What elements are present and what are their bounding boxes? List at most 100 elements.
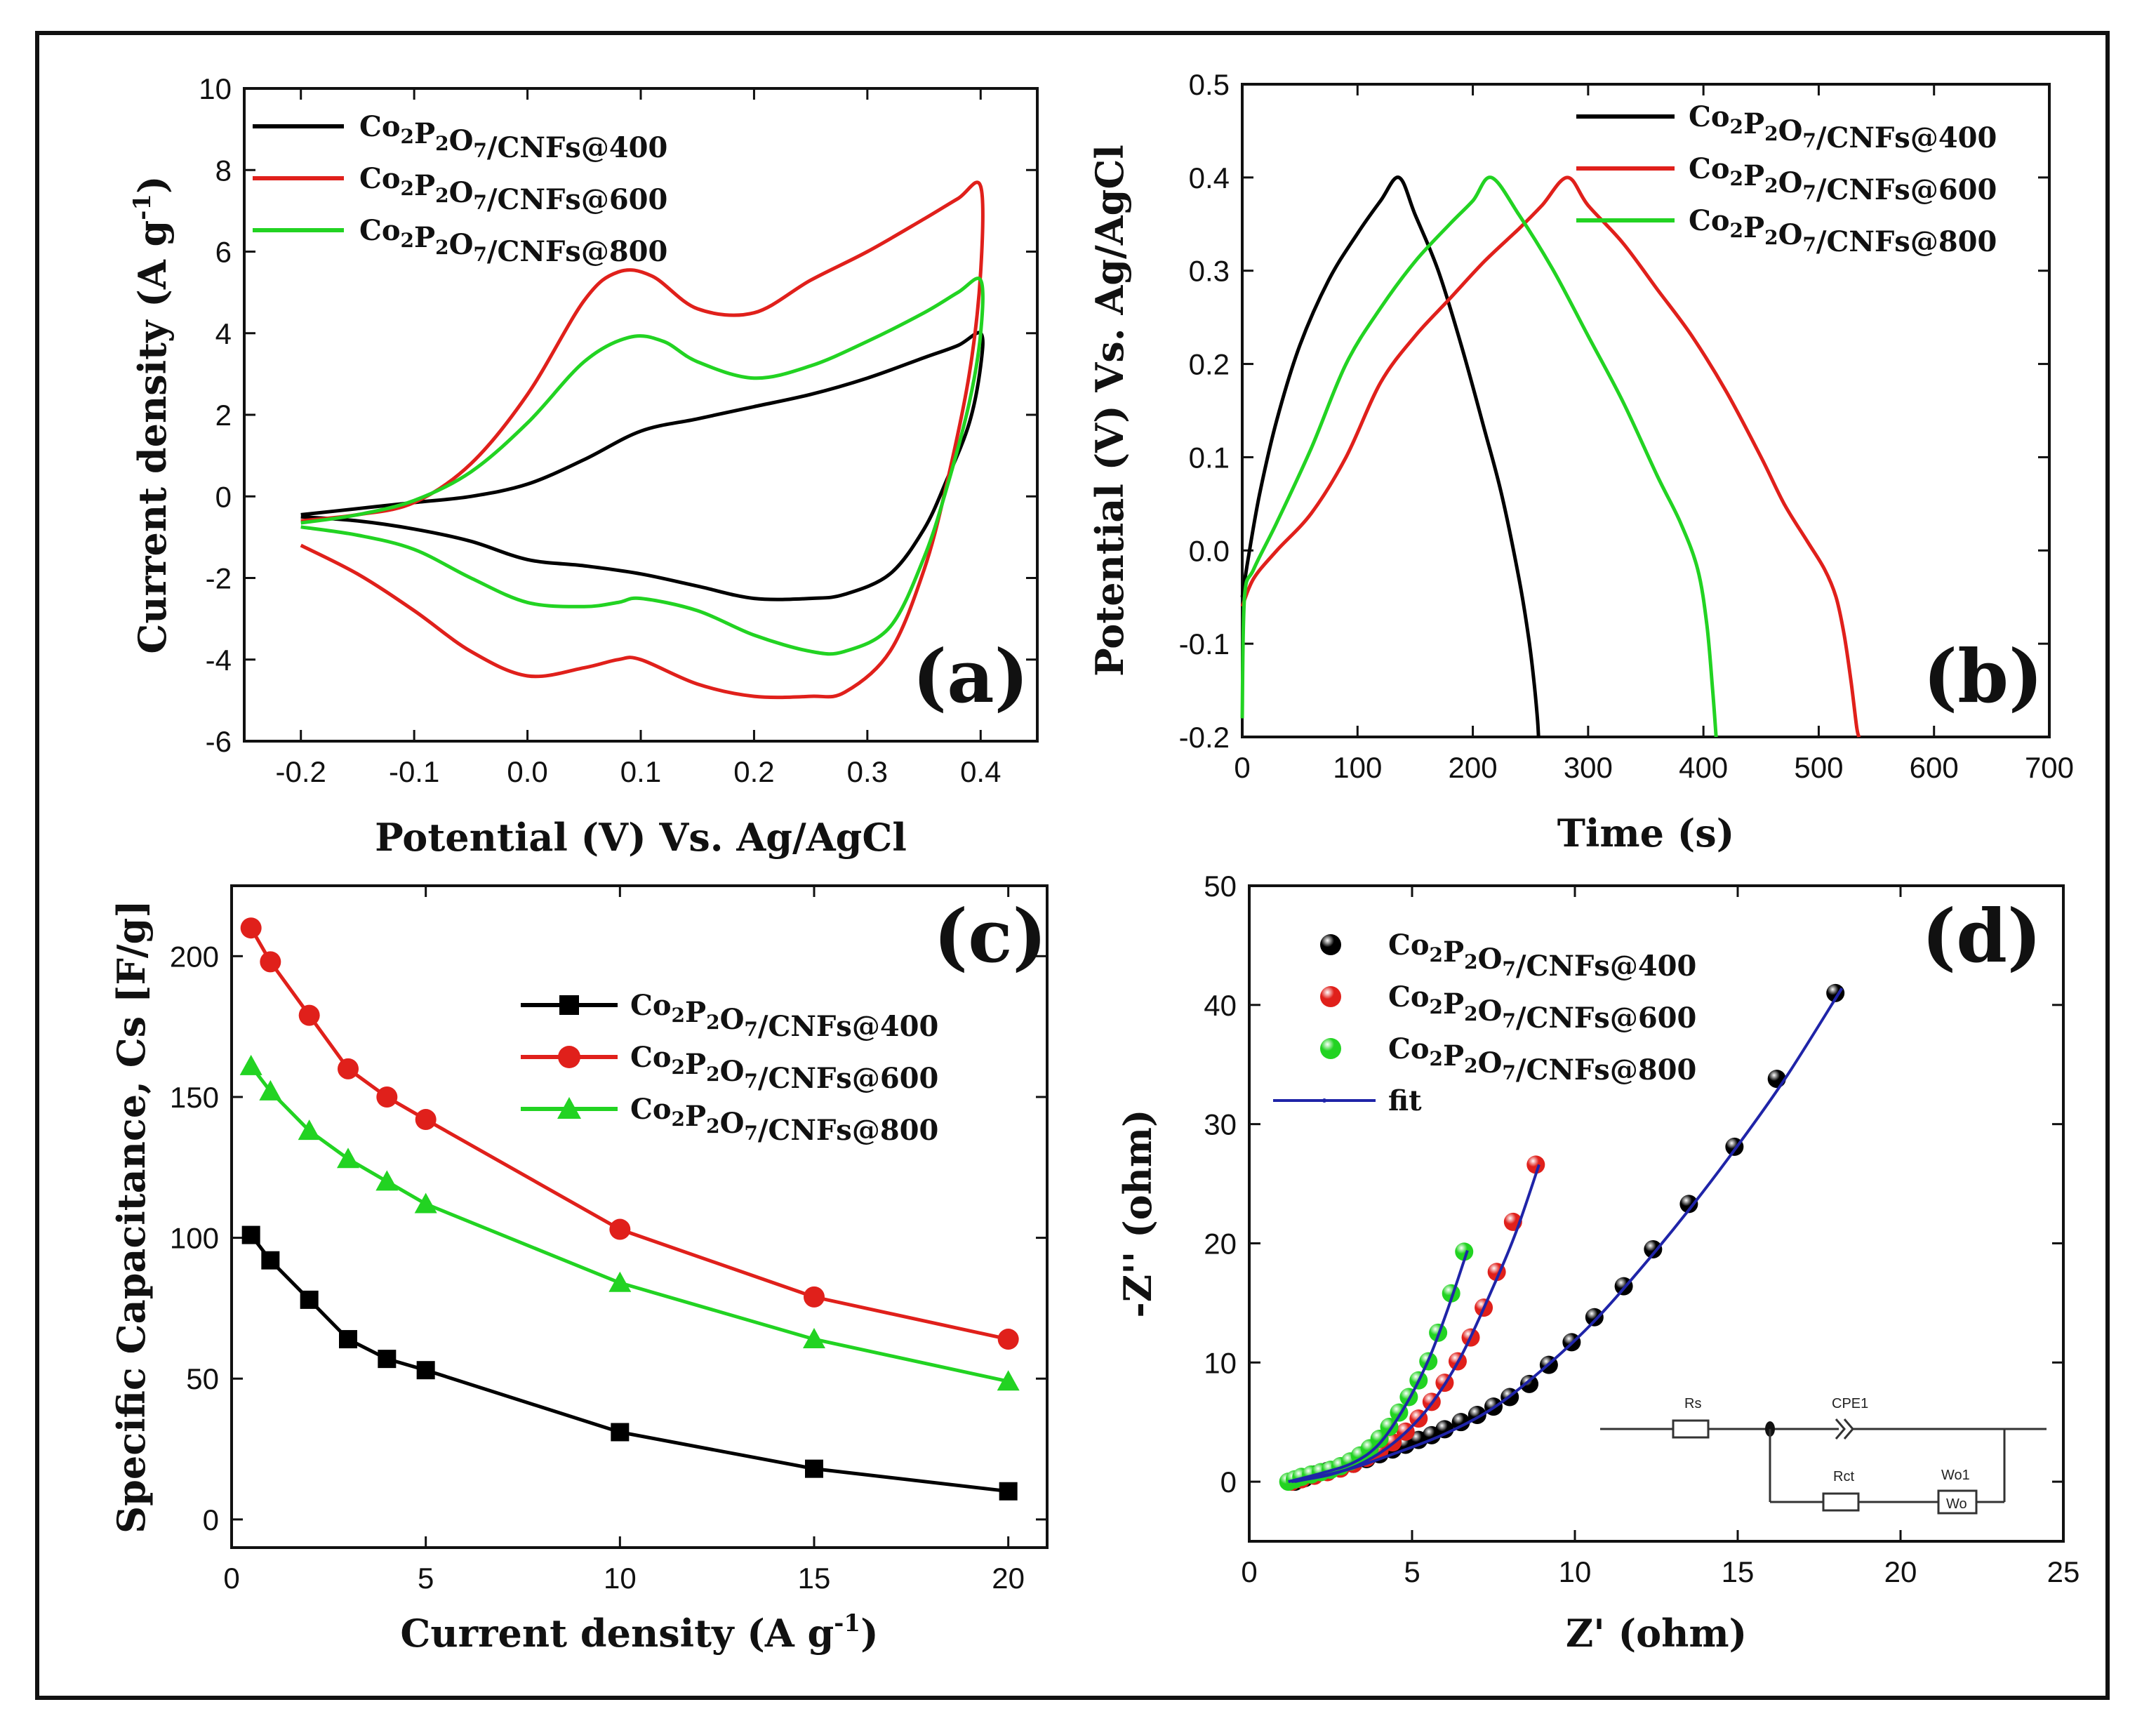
y-tick-label: 0.4 <box>1189 161 1230 194</box>
x-tick-label: 10 <box>604 1562 637 1595</box>
legend-sphere-2 <box>1320 1038 1341 1059</box>
fit-curve-1 <box>1291 1164 1541 1484</box>
x-tick-label: 15 <box>1722 1555 1755 1588</box>
x-tick-label: 20 <box>1884 1555 1917 1588</box>
x-tick-label: 0.3 <box>847 755 888 788</box>
y-tick-label: -4 <box>206 644 232 677</box>
x-tick-label: 600 <box>1910 751 1959 784</box>
y-tick-label: 100 <box>170 1222 219 1255</box>
x-tick-label: 0 <box>1234 751 1250 784</box>
y-axis-title-main: Current density (A g <box>130 220 175 654</box>
legend-fit-label: fit <box>1388 1084 1422 1117</box>
y-tick-label: 0 <box>1220 1465 1237 1498</box>
nyquist-point-0 <box>1644 1239 1663 1258</box>
cap-marker-circle <box>609 1218 631 1240</box>
y-tick-label: 10 <box>1204 1346 1237 1379</box>
y-tick-label: 0.2 <box>1189 348 1230 381</box>
y-tick-label: 0.1 <box>1189 441 1230 474</box>
y-axis-title: Specific Capacitance, Cs [F/g] <box>109 900 154 1534</box>
y-tick-label: -6 <box>206 725 232 758</box>
legend-sphere-0 <box>1320 934 1341 955</box>
y-axis-title-end: ) <box>130 175 175 194</box>
legend-marker-square <box>559 995 579 1015</box>
legend-marker-circle <box>558 1046 580 1068</box>
y-tick-label: -0.2 <box>1179 721 1230 754</box>
x-tick-label: 20 <box>992 1562 1025 1595</box>
cv-curve-0 <box>300 331 985 601</box>
x-tick-label: 0.1 <box>620 755 661 788</box>
equivalent-circuit-inset: Rs CPE1 Rct Wo1 Wo <box>1600 1396 2047 1515</box>
y-tick-label: 8 <box>215 154 232 187</box>
y-tick-label: 20 <box>1204 1227 1237 1260</box>
x-axis-title-end: ) <box>860 1611 879 1656</box>
legend-fit-dot <box>1322 1098 1326 1103</box>
y-axis-title: Potential (V) Vs. Ag/AgCl <box>1087 145 1132 677</box>
cap-marker-circle <box>260 951 281 973</box>
resistor-rct <box>1822 1492 1860 1512</box>
legend-label-0: Co2P2O7/CNFs@400 <box>1689 100 1997 154</box>
legend-label-2: Co2P2O7/CNFs@800 <box>1388 1032 1696 1086</box>
legend-label-2: Co2P2O7/CNFs@800 <box>1689 204 1997 258</box>
cap-marker-circle <box>338 1058 359 1079</box>
cap-marker-triangle <box>337 1148 359 1169</box>
circuit-label: CPE1 <box>1832 1396 1868 1411</box>
circuit-label: Wo1 <box>1941 1468 1970 1483</box>
x-tick-label: 15 <box>798 1562 831 1595</box>
cap-marker-triangle <box>997 1370 1020 1391</box>
y-axis-title: Current density (A g-1) <box>128 175 175 653</box>
nyquist-point-0 <box>1767 1070 1786 1089</box>
legend-label-0: Co2P2O7/CNFs@400 <box>1388 929 1696 983</box>
cap-marker-square <box>999 1482 1018 1501</box>
nyquist-point-0 <box>1826 983 1845 1002</box>
x-axis-title: Potential (V) Vs. Ag/AgCl <box>375 815 907 860</box>
y-tick-label: 0.3 <box>1189 255 1230 288</box>
panel-d-nyquist-plot: 0 5 10 15 20 25 0 10 20 30 40 50 Rs CPE1 Rct Wo1 Wo Co2P2… <box>1115 870 2080 1656</box>
legend-label-2: Co2P2O7/CNFs@800 <box>630 1093 938 1147</box>
y-tick-label: 0 <box>203 1503 219 1536</box>
cap-marker-square <box>339 1330 357 1349</box>
y-axis-title: -Z'' (ohm) <box>1115 1109 1160 1317</box>
legend-label-1: Co2P2O7/CNFs@600 <box>1689 152 1997 206</box>
nyquist-point-1 <box>1526 1155 1545 1174</box>
fit-curve-2 <box>1288 1249 1469 1484</box>
nyquist-point-0 <box>1679 1195 1698 1214</box>
y-tick-label: -0.1 <box>1179 627 1230 660</box>
y-tick-label: 0 <box>215 480 232 513</box>
x-tick-label: 0.2 <box>733 755 774 788</box>
cap-marker-triangle <box>259 1079 282 1101</box>
resistor-rs <box>1672 1419 1710 1439</box>
y-tick-label: 150 <box>170 1081 219 1114</box>
panel-label-b: (b) <box>1923 633 2043 719</box>
legend-label-1: Co2P2O7/CNFs@600 <box>1388 980 1696 1035</box>
y-tick-label: -2 <box>206 562 232 595</box>
cap-line-0 <box>249 1234 1009 1494</box>
cap-marker-square <box>416 1361 435 1380</box>
x-tick-label: 100 <box>1333 751 1382 784</box>
nyquist-point-0 <box>1585 1308 1604 1327</box>
legend-label-1: Co2P2O7/CNFs@600 <box>359 162 667 216</box>
cap-marker-triangle <box>298 1119 321 1141</box>
cap-marker-triangle <box>803 1328 825 1349</box>
panel-label-c: (c) <box>933 893 1047 979</box>
panel-label-d: (d) <box>1922 893 2042 979</box>
cap-marker-circle <box>298 1004 320 1026</box>
y-tick-label: 6 <box>215 236 232 269</box>
panel-label-a: (a) <box>912 633 1029 719</box>
nyquist-point-2 <box>1455 1242 1474 1261</box>
plot-area-frame <box>1241 83 2051 738</box>
gcd-curve-0 <box>1240 175 1541 738</box>
cap-marker-circle <box>804 1286 825 1308</box>
y-tick-label: 10 <box>199 72 232 105</box>
x-tick-label: 0.4 <box>960 755 1001 788</box>
cap-marker-square <box>611 1423 630 1442</box>
y-tick-label: 50 <box>186 1362 219 1395</box>
circuit-label: Wo <box>1946 1496 1967 1512</box>
x-tick-label: 0.0 <box>507 755 547 788</box>
y-tick-label: 200 <box>170 940 219 973</box>
cap-marker-triangle <box>239 1054 262 1075</box>
x-tick-label: 10 <box>1559 1555 1592 1588</box>
figure-border <box>35 31 2110 1700</box>
x-axis-title-main: Current density (A g <box>400 1611 834 1656</box>
x-tick-label: 400 <box>1679 751 1728 784</box>
